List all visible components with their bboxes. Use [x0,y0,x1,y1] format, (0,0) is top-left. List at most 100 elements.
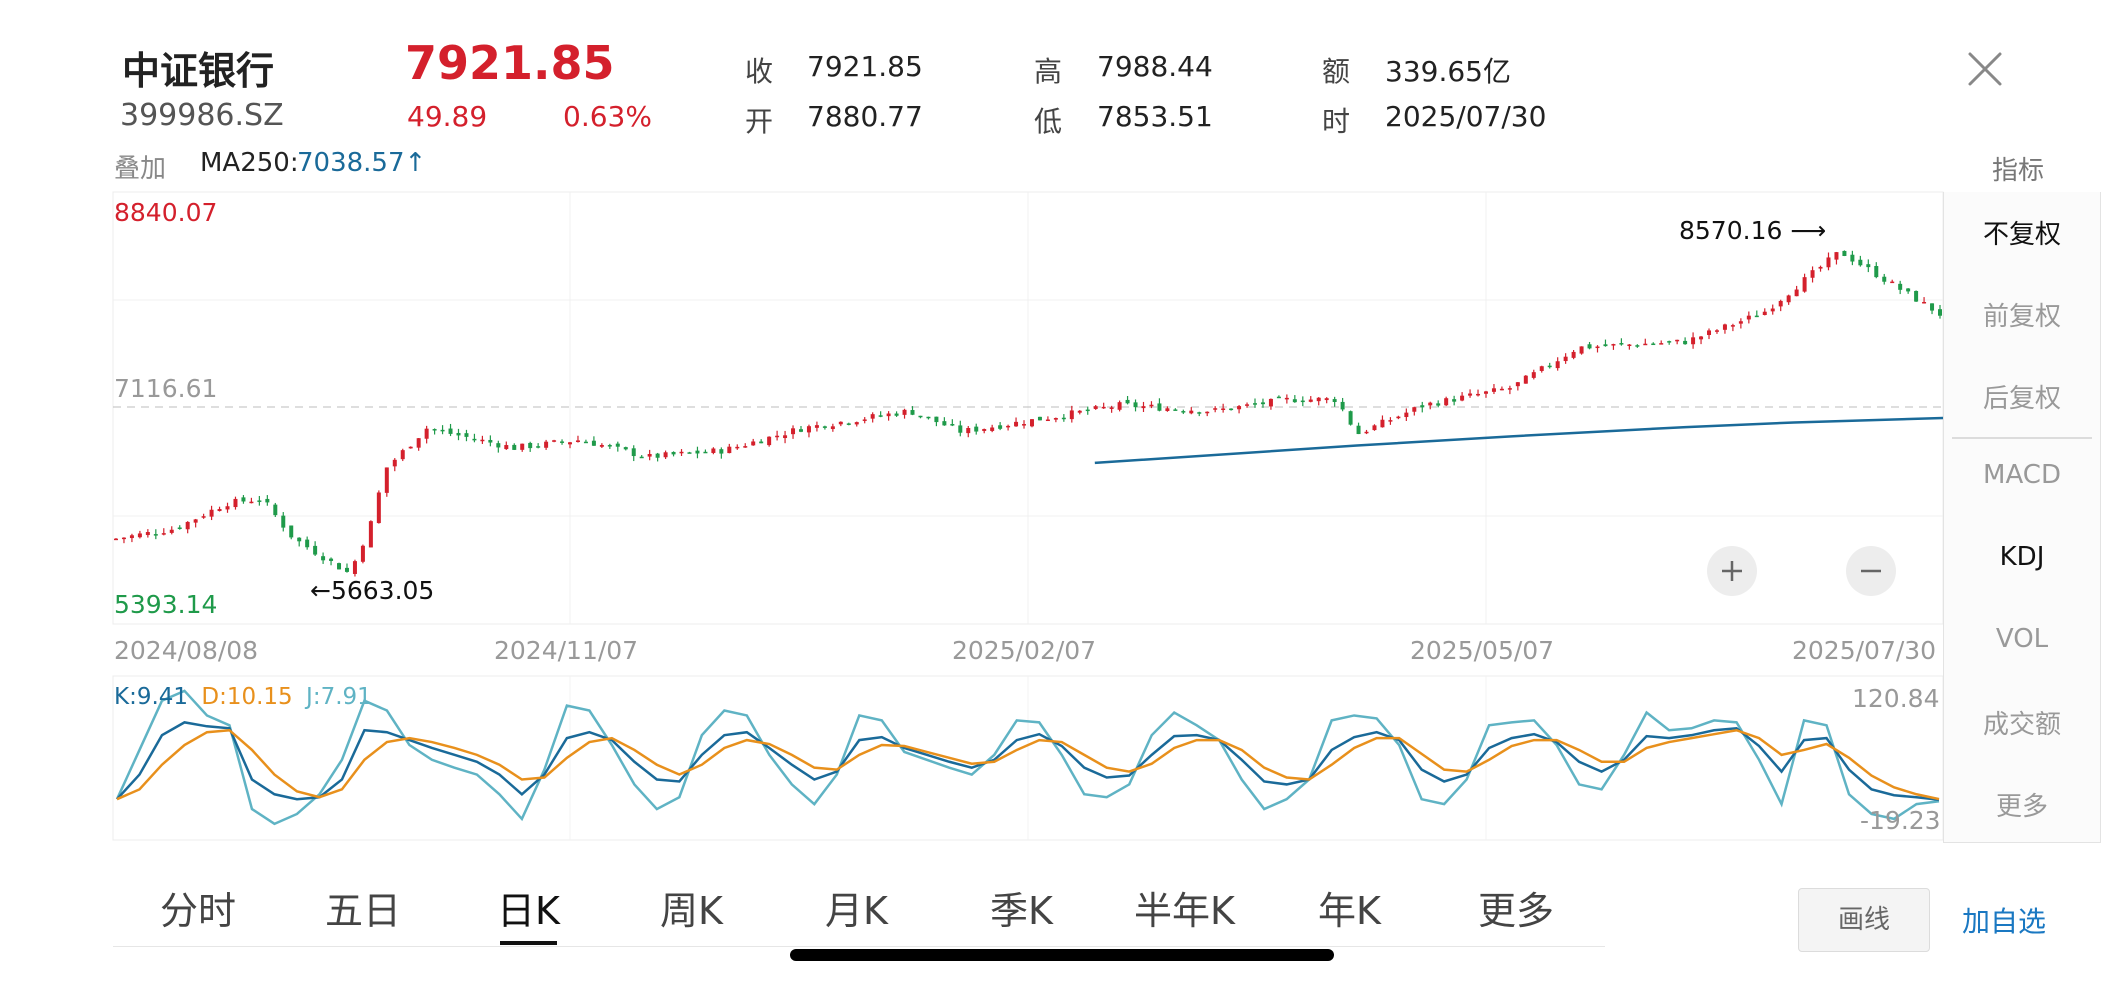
candle-up [145,532,150,536]
candle-up [129,535,134,539]
candle-up [1372,425,1377,431]
legend-j-name: J [306,684,313,710]
candle-up [1388,420,1393,422]
candle-up [360,545,365,562]
kline-chart-area[interactable] [0,0,1945,860]
forward-adjust-option[interactable]: 前复权 [1982,302,2061,332]
candle-up [751,441,756,446]
macd-option[interactable]: MACD [1983,460,2061,490]
candle-up [1468,393,1473,396]
draw-line-button[interactable]: 画线 [1798,888,1930,952]
candle-down [798,429,803,432]
low-label: 低 [1034,105,1063,138]
candle-up [1515,382,1520,387]
candle-up [376,492,381,524]
candle-down [934,416,939,423]
candle-up [1810,270,1815,278]
candle-up [233,498,238,508]
candle-up [711,448,716,453]
tab-intraday[interactable]: 分时 [160,889,237,933]
candle-down [297,537,302,542]
candle-up [1627,344,1632,347]
tab-more[interactable]: 更多 [1478,889,1555,933]
add-to-watchlist-button[interactable]: 加自选 [1962,905,2047,938]
candle-down [703,451,708,454]
price-change: 49.89 [407,100,488,133]
candle-up [552,440,557,442]
candle-up [1738,321,1743,324]
tab-five-day[interactable]: 五日 [325,889,402,933]
candle-down [1260,402,1265,405]
candle-up [727,446,732,454]
overlay-button[interactable]: 叠加 [114,154,167,184]
candle-up [424,428,429,439]
candle-down [440,429,445,432]
candle-up [1069,410,1074,420]
candle-down [1914,290,1919,302]
candle-up [201,516,206,518]
x-tick-label: 2025/02/07 [952,636,1097,665]
candle-down [1850,254,1855,262]
indicator-title[interactable]: 指标 [1991,156,2044,186]
candle-down [639,456,644,459]
kdj-option[interactable]: KDJ [1999,542,2045,572]
no-adjust-option[interactable]: 不复权 [1982,220,2061,250]
candle-down [1882,276,1887,282]
low-value: 7853.51 [1097,100,1213,133]
candle-up [1221,408,1226,410]
candle-up [1460,395,1465,401]
more-indicators-option[interactable]: 更多 [1995,792,2048,822]
candle-down [974,426,979,432]
zoom-in-button[interactable] [1707,546,1757,596]
candle-up [1022,424,1027,426]
candle-up [838,421,843,425]
candle-up [1268,398,1273,407]
candle-down [1651,343,1656,346]
candle-up [1141,406,1146,409]
candle-up [137,533,142,538]
panel-divider [1952,437,2092,439]
candle-up [1643,343,1648,346]
zoom-out-button[interactable] [1846,546,1896,596]
candle-up [185,521,190,530]
plus-icon [1722,561,1742,581]
candle-up [217,509,222,512]
candle-down [1061,417,1066,420]
tab-monthly-k[interactable]: 月K [825,889,888,933]
backward-adjust-option[interactable]: 后复权 [1982,384,2061,414]
kdj-d-line [116,728,1940,801]
tab-daily-k[interactable]: 日K [497,889,560,933]
amount-value: 339.65亿 [1385,55,1511,88]
candle-down [1906,288,1911,292]
tab-half-year-k[interactable]: 半年K [1134,889,1235,933]
candle-up [1539,366,1544,371]
candle-down [281,515,286,528]
candle-down [153,534,158,536]
candle-down [1420,405,1425,408]
close-icon[interactable] [1960,44,2010,94]
candle-down [456,432,461,436]
kdj-min-label: -19.23 [1860,806,1941,835]
amount-label: 额 [1322,55,1351,88]
candle-up [1093,406,1098,409]
turnover-option[interactable]: 成交额 [1982,710,2061,740]
candle-down [1133,402,1138,408]
candle-down [496,443,501,448]
vol-option[interactable]: VOL [1995,624,2049,654]
candle-down [337,563,342,570]
tab-yearly-k[interactable]: 年K [1318,889,1381,933]
candle-down [488,439,493,443]
legend-k-name: K [114,684,130,710]
tab-quarterly-k[interactable]: 季K [990,889,1053,933]
kdj-j-line [115,689,1940,826]
candle-down [1332,399,1337,403]
candle-down [1181,411,1186,413]
candle-down [950,424,955,426]
candle-up [966,428,971,434]
candle-down [273,504,278,516]
tab-weekly-k[interactable]: 周K [660,889,723,933]
candle-up [902,409,907,415]
open-label: 开 [745,105,774,138]
candle-up [1189,410,1194,414]
current-price: 7921.85 [405,36,615,90]
